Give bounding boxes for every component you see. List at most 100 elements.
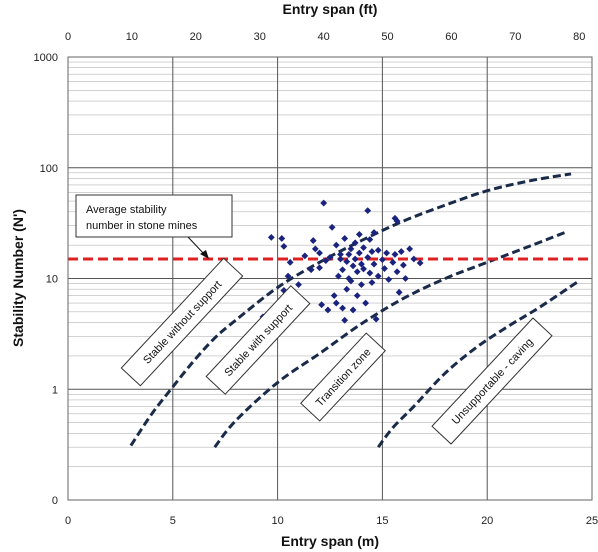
- y-tick-label: 100: [40, 163, 58, 175]
- data-point: [309, 237, 317, 244]
- data-point: [351, 239, 359, 247]
- top-tick-label: 30: [254, 31, 266, 43]
- data-point: [324, 306, 332, 314]
- data-point: [351, 255, 359, 263]
- label-box: [300, 332, 386, 422]
- callout-arrow: [187, 236, 206, 256]
- data-point: [332, 299, 340, 307]
- data-point: [360, 244, 367, 252]
- callout-arrowhead: [200, 250, 209, 259]
- data-point: [353, 268, 361, 276]
- plot-frame: [67, 56, 593, 501]
- x-axis-title: Entry span (m): [281, 533, 379, 549]
- data-point: [343, 285, 351, 293]
- data-point: [383, 249, 390, 257]
- top-tick-label: 50: [381, 31, 393, 43]
- data-point: [307, 266, 315, 274]
- data-point: [395, 288, 403, 296]
- x-tick-label: 0: [65, 515, 71, 527]
- data-point: [345, 251, 353, 258]
- top-tick-label: 80: [573, 31, 585, 43]
- data-point: [364, 254, 372, 261]
- top-tick-label: 20: [190, 31, 202, 43]
- data-point: [295, 281, 302, 289]
- x-tick-label: 20: [481, 515, 493, 527]
- callout-line-1: Average stability: [86, 204, 167, 216]
- tick-labels: 0 5 10 15 20 25 0 10 20 30 40 50 60 70 80 0 1 10 100 1000: [34, 31, 598, 527]
- data-point: [399, 261, 407, 269]
- data-point: [391, 251, 399, 258]
- data-point: [355, 231, 363, 238]
- data-point: [397, 248, 405, 255]
- boundary-curve: [377, 280, 579, 449]
- data-point: [370, 229, 378, 236]
- data-point: [332, 241, 340, 249]
- data-point: [402, 275, 409, 282]
- data-point: [364, 207, 372, 215]
- top-tick-label: 70: [509, 31, 521, 43]
- data-point: [366, 236, 374, 243]
- data-point: [349, 306, 357, 314]
- data-point: [355, 249, 363, 257]
- data-point: [358, 281, 365, 289]
- data-point: [337, 255, 344, 263]
- x-tick-label: 25: [586, 515, 598, 527]
- data-point: [370, 260, 378, 268]
- label-box: [120, 257, 244, 387]
- data-point: [381, 265, 388, 272]
- data-point: [339, 266, 346, 274]
- data-point: [360, 265, 367, 273]
- data-point: [339, 304, 346, 312]
- callout-line-2: number in stone mines: [86, 220, 198, 232]
- data-point: [301, 252, 309, 260]
- data-point: [322, 257, 330, 265]
- x-tick-label: 5: [170, 515, 176, 527]
- callout-box: [75, 194, 233, 238]
- boundary-curve: [213, 231, 566, 449]
- data-point: [328, 223, 336, 231]
- y-tick-label: 10: [46, 274, 58, 286]
- data-point: [374, 272, 382, 280]
- data-point: [343, 258, 351, 266]
- top-tick-label: 0: [65, 31, 71, 43]
- data-point: [393, 217, 401, 225]
- data-point: [318, 301, 326, 309]
- data-point: [330, 292, 338, 300]
- boundary-curves: [129, 172, 579, 449]
- scatter-points: [259, 199, 424, 324]
- data-point: [284, 272, 292, 280]
- data-point: [385, 276, 393, 283]
- data-point: [362, 299, 370, 307]
- boundary-curve: [129, 172, 572, 447]
- data-point: [326, 254, 334, 261]
- data-point: [311, 245, 319, 253]
- y-axis-title: Stability Number (N'): [10, 209, 26, 347]
- top-tick-label: 60: [445, 31, 457, 43]
- data-point: [341, 316, 349, 324]
- data-point: [366, 269, 374, 277]
- data-point: [358, 260, 365, 268]
- data-point: [337, 251, 344, 258]
- data-point: [341, 235, 349, 242]
- data-point: [353, 292, 361, 300]
- data-point: [280, 242, 288, 250]
- data-point: [368, 248, 376, 255]
- data-point: [406, 245, 414, 253]
- y-tick-label: 1: [52, 384, 58, 396]
- data-point: [286, 258, 294, 266]
- data-point: [334, 272, 342, 280]
- top-tick-label: 40: [317, 31, 329, 43]
- label-box: [431, 317, 553, 445]
- data-point: [393, 268, 401, 276]
- data-point: [316, 249, 323, 257]
- data-point: [389, 258, 397, 266]
- data-point: [347, 277, 355, 285]
- data-point: [374, 246, 382, 254]
- data-point: [372, 315, 380, 323]
- data-point: [349, 262, 357, 270]
- top-tick-label: 10: [126, 31, 138, 43]
- data-point: [267, 234, 275, 241]
- data-point: [379, 256, 386, 264]
- data-point: [278, 235, 286, 242]
